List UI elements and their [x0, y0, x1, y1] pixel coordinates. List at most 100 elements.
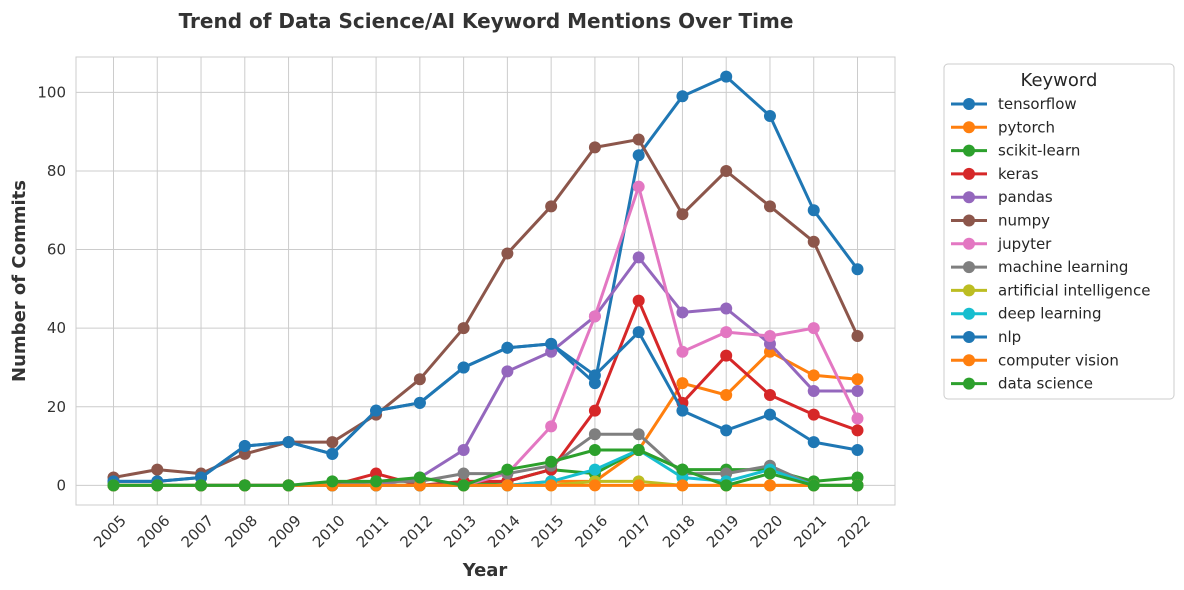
data-point — [501, 463, 514, 476]
legend-item: tensorflow — [951, 95, 1077, 113]
plot-frame — [75, 56, 896, 506]
data-point — [238, 440, 251, 453]
legend-item: pytorch — [951, 118, 1055, 136]
data-point — [676, 463, 689, 476]
data-point — [851, 412, 864, 425]
data-point — [851, 479, 864, 492]
data-point — [588, 404, 601, 417]
legend-item: keras — [951, 165, 1039, 183]
legend-label: computer vision — [998, 351, 1119, 369]
data-point — [370, 404, 383, 417]
data-point — [413, 396, 426, 409]
data-point — [763, 200, 776, 213]
data-point — [763, 109, 776, 122]
legend-item: data science — [951, 375, 1093, 393]
data-point — [545, 337, 558, 350]
series-line — [112, 448, 859, 487]
data-point — [807, 322, 820, 335]
legend-title: Keyword — [1021, 70, 1098, 91]
data-point — [457, 479, 470, 492]
x-tick-label: 2017 — [615, 512, 655, 552]
data-point — [501, 365, 514, 378]
legend-item: nlp — [951, 328, 1021, 346]
x-tick-label: 2020 — [747, 512, 787, 552]
y-tick-label: 20 — [47, 398, 66, 416]
series-layer — [107, 70, 864, 492]
legend-label: scikit-learn — [998, 142, 1080, 160]
data-point — [676, 90, 689, 103]
data-point — [588, 141, 601, 154]
data-point — [720, 388, 733, 401]
data-point — [282, 479, 295, 492]
data-point — [720, 479, 733, 492]
data-point — [807, 408, 820, 421]
x-tick-label: 2018 — [659, 512, 699, 552]
legend-label: keras — [998, 165, 1039, 183]
legend-marker — [963, 354, 975, 367]
data-point — [720, 302, 733, 315]
grid — [76, 57, 895, 505]
series-numpy — [107, 133, 864, 484]
x-tick-label: 2021 — [790, 512, 830, 552]
legend-label: nlp — [998, 328, 1021, 346]
data-point — [807, 369, 820, 382]
data-point — [632, 326, 645, 339]
legend-label: numpy — [998, 212, 1050, 230]
data-point — [676, 345, 689, 358]
data-point — [588, 479, 601, 492]
x-tick-label: 2005 — [90, 512, 130, 552]
legend-label: artificial intelligence — [998, 281, 1150, 299]
x-tick-label: 2007 — [178, 512, 218, 552]
x-axis-ticks: 2005 2006 2007 2008 2009 2010 2011 2012 2013 2014… — [90, 512, 874, 552]
y-tick-label: 60 — [47, 241, 66, 259]
legend-marker — [963, 261, 975, 274]
data-point — [763, 479, 776, 492]
legend-marker — [963, 284, 975, 297]
data-point — [807, 436, 820, 449]
legend-label: data science — [998, 375, 1093, 393]
data-point — [107, 479, 120, 492]
x-tick-label: 2009 — [265, 512, 305, 552]
series-data-science — [107, 443, 864, 492]
data-point — [632, 180, 645, 193]
data-point — [763, 408, 776, 421]
legend-item: numpy — [951, 212, 1050, 230]
y-tick-label: 80 — [47, 162, 66, 180]
data-point — [151, 463, 164, 476]
legend-marker — [963, 237, 975, 250]
series-line — [112, 330, 859, 483]
data-point — [326, 447, 339, 460]
x-tick-label: 2006 — [134, 512, 174, 552]
data-point — [720, 349, 733, 362]
x-tick-label: 2015 — [528, 512, 568, 552]
data-point — [457, 322, 470, 335]
data-point — [588, 428, 601, 441]
data-point — [545, 455, 558, 468]
data-point — [632, 428, 645, 441]
x-tick-label: 2013 — [440, 512, 480, 552]
data-point — [632, 479, 645, 492]
y-tick-label: 0 — [56, 476, 66, 494]
data-point — [588, 310, 601, 323]
data-point — [676, 404, 689, 417]
legend: Keyword tensorflow pytorch scikit-learn ker… — [943, 63, 1175, 400]
data-point — [676, 208, 689, 221]
legend-item: machine learning — [951, 258, 1128, 276]
data-point — [457, 443, 470, 456]
x-axis-label: Year — [462, 560, 508, 581]
data-point — [457, 361, 470, 374]
y-axis-label: Number of Commits — [9, 180, 30, 382]
y-tick-label: 40 — [47, 319, 66, 337]
data-point — [807, 385, 820, 398]
data-point — [413, 471, 426, 484]
data-point — [807, 235, 820, 248]
legend-marker — [963, 98, 975, 110]
legend-label: pandas — [998, 188, 1053, 206]
data-point — [676, 377, 689, 390]
data-point — [588, 463, 601, 476]
data-point — [851, 443, 864, 456]
data-point — [676, 306, 689, 319]
data-point — [195, 479, 208, 492]
data-point — [720, 424, 733, 437]
